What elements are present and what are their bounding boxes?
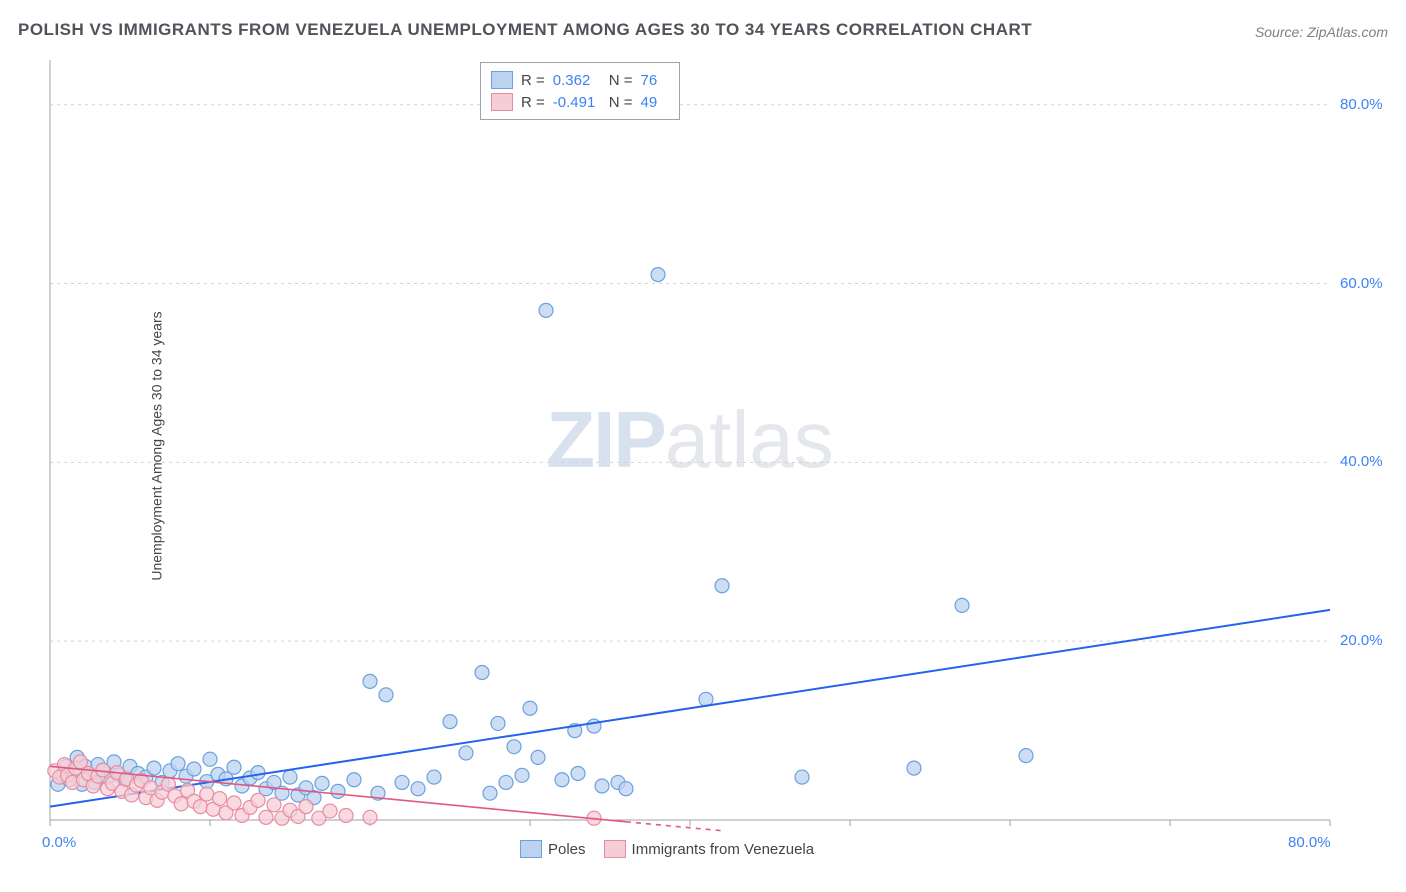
legend-item: Immigrants from Venezuela	[604, 840, 815, 858]
x-tick-label: 80.0%	[1288, 834, 1331, 851]
stats-legend-row: R = -0.491 N = 49	[491, 91, 669, 113]
y-tick-label: 60.0%	[1340, 275, 1383, 292]
y-tick-label: 20.0%	[1340, 632, 1383, 649]
stats-legend-row: R = 0.362 N = 76	[491, 69, 669, 91]
chart-plot-area: ZIPatlas	[50, 60, 1330, 820]
chart-svg	[50, 60, 1330, 820]
y-tick-label: 40.0%	[1340, 453, 1383, 470]
source-label: Source: ZipAtlas.com	[1255, 24, 1388, 40]
legend-label: Poles	[548, 841, 586, 858]
x-tick-label: 0.0%	[42, 834, 76, 851]
r-label: R =	[521, 72, 545, 89]
legend-item: Poles	[520, 840, 586, 858]
legend-swatch	[520, 840, 542, 858]
legend-swatch	[491, 93, 513, 111]
n-value: 76	[641, 72, 669, 89]
r-value: -0.491	[553, 94, 601, 111]
y-tick-label: 80.0%	[1340, 96, 1383, 113]
chart-title: POLISH VS IMMIGRANTS FROM VENEZUELA UNEM…	[18, 20, 1032, 40]
legend-swatch	[604, 840, 626, 858]
legend-swatch	[491, 71, 513, 89]
n-value: 49	[641, 94, 669, 111]
r-value: 0.362	[553, 72, 601, 89]
stats-legend: R = 0.362 N = 76 R = -0.491 N = 49	[480, 62, 680, 120]
series-legend: Poles Immigrants from Venezuela	[520, 840, 814, 858]
n-label: N =	[609, 72, 633, 89]
r-label: R =	[521, 94, 545, 111]
n-label: N =	[609, 94, 633, 111]
legend-label: Immigrants from Venezuela	[632, 841, 815, 858]
